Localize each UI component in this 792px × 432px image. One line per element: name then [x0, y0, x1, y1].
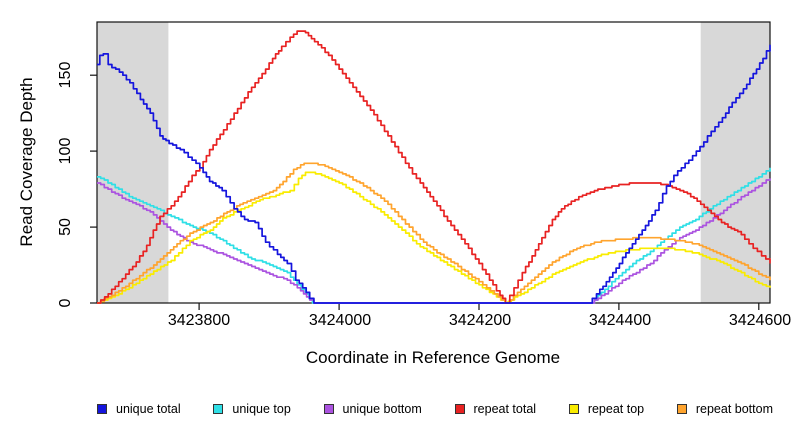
legend-label: unique bottom	[342, 402, 422, 416]
x-tick-label: 3424200	[448, 312, 512, 329]
x-tick-label: 3424400	[588, 312, 652, 329]
x-tick-label: 3424000	[308, 312, 372, 329]
x-tick-label: 3424600	[728, 312, 792, 329]
legend-item-unique-bottom: unique bottom	[323, 402, 422, 416]
legend-label: unique total	[116, 402, 181, 416]
repeat-total-swatch-icon	[454, 404, 465, 414]
series-line-unique-total	[97, 44, 771, 304]
legend-item-repeat-bottom: repeat bottom	[676, 402, 773, 416]
legend: unique total unique top unique bottom re…	[97, 398, 773, 420]
y-tick-label: 150	[57, 61, 74, 89]
series-line-unique-top	[97, 167, 771, 304]
repeat-bottom-swatch-icon	[676, 404, 687, 414]
repeat-top-swatch-icon	[568, 404, 579, 414]
axis-tick-marks	[90, 74, 760, 310]
legend-item-repeat-top: repeat top	[568, 402, 645, 416]
y-axis-title: Read Coverage Depth	[17, 77, 36, 247]
y-tick-label: 0	[57, 298, 74, 308]
legend-label: repeat top	[587, 402, 645, 416]
legend-label: unique top	[232, 402, 291, 416]
y-tick-label: 100	[57, 137, 74, 165]
series-line-unique-bottom	[97, 178, 771, 304]
series-line-repeat-total	[97, 30, 771, 304]
legend-item-repeat-total: repeat total	[454, 402, 537, 416]
unique-top-swatch-icon	[213, 404, 224, 414]
x-axis-title: Coordinate in Reference Genome	[305, 348, 561, 367]
left-shaded-region	[97, 22, 169, 303]
legend-label: repeat bottom	[695, 402, 773, 416]
legend-item-unique-top: unique top	[213, 402, 291, 416]
x-tick-label: 3423800	[167, 312, 231, 329]
legend-label: repeat total	[473, 402, 537, 416]
series-line-repeat-bottom	[97, 162, 771, 304]
unique-bottom-swatch-icon	[323, 404, 334, 414]
unique-total-swatch-icon	[97, 404, 107, 414]
y-tick-label: 50	[57, 218, 74, 236]
legend-item-unique-total: unique total	[97, 402, 181, 416]
series-line-repeat-top	[97, 171, 771, 304]
